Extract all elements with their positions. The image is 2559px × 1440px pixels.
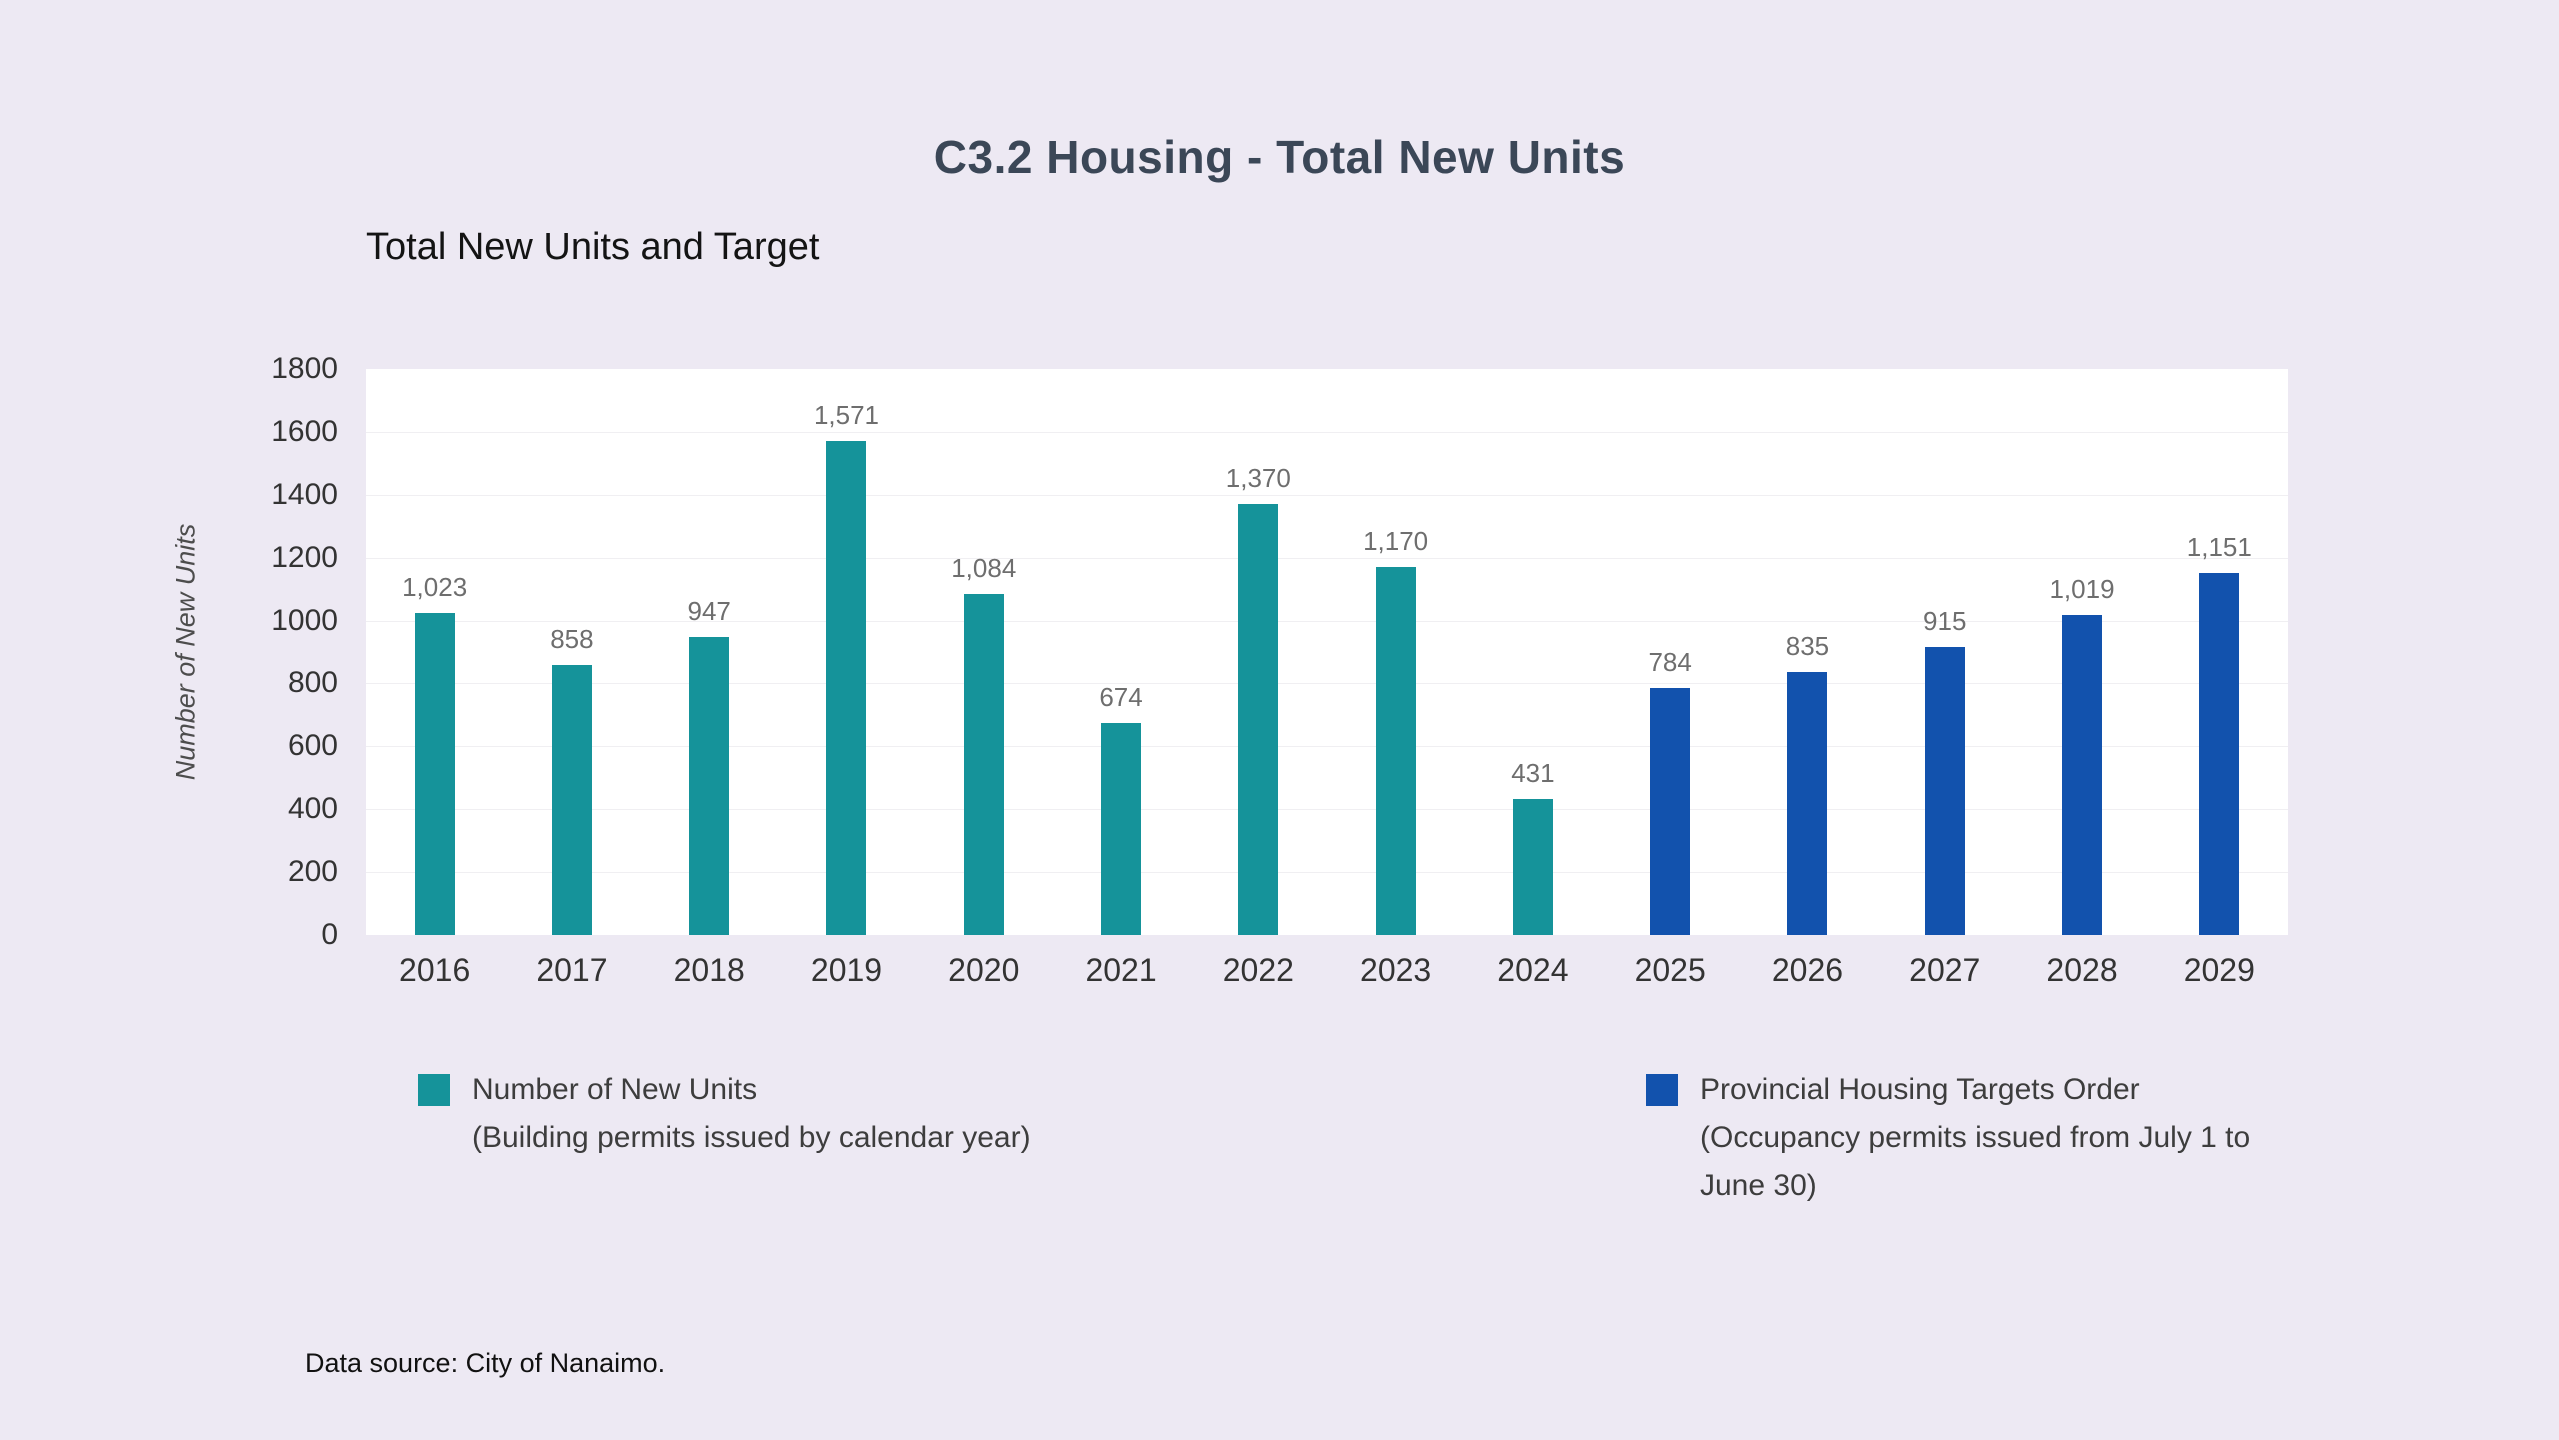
x-axis-tick-labels: 2016 2017 2018 2019 2020 2021 2022 2023 2024 2025… [366,952,2288,989]
legend-swatch-housing-targets [1646,1074,1678,1106]
y-tick-label: 1200 [271,540,338,574]
legend-label: Provincial Housing Targets Order [1700,1073,2140,1106]
bar-2028[interactable] [2062,614,2103,935]
gridline [366,494,2288,496]
bars-container: 1,023 858 947 1,571 1,084 674 1,370 1,170 431 784… [366,369,2288,935]
category-slot: 1,084 [915,369,1052,935]
gridline [366,620,2288,622]
y-tick-label: 1400 [271,477,338,511]
category-slot: 1,370 [1190,369,1327,935]
gridline [366,872,2288,874]
bar-value-label: 784 [1648,647,1692,678]
category-slot: 1,151 [2151,369,2288,935]
bar-2020[interactable] [963,594,1004,935]
x-tick-label: 2017 [536,952,608,988]
x-tick-label: 2027 [1909,952,1981,988]
category-slot: 835 [1739,369,1876,935]
bar-value-label: 1,084 [951,553,1017,584]
y-tick-label: 200 [287,855,338,889]
bar-value-label: 1,023 [402,572,468,603]
legend-sublabel: (Occupancy permits issued from July 1 to… [1700,1121,2251,1202]
y-tick-label: 1800 [271,352,338,385]
y-tick-label: 0 [321,918,338,951]
bar-value-label: 1,370 [1225,463,1291,494]
bar-2019[interactable] [826,441,867,935]
legend-item-housing-targets[interactable]: Provincial Housing Targets Order (Occupa… [1646,1066,2300,1210]
x-tick-label: 2020 [948,952,1020,988]
bar-2025[interactable] [1650,688,1691,935]
bar-value-label: 1,019 [2049,573,2115,604]
category-slot: 1,571 [778,369,915,935]
x-tick-label: 2024 [1497,952,1569,988]
bar-value-label: 1,571 [813,400,880,431]
bar-value-label: 431 [1511,758,1555,789]
category-slot: 674 [1052,369,1189,935]
bar-2017[interactable] [551,665,592,935]
x-tick-label: 2025 [1634,952,1706,988]
bar-2022[interactable] [1238,504,1279,935]
bar-value-label: 858 [550,624,594,655]
bar-2024[interactable] [1512,799,1553,935]
category-slot: 915 [1876,369,2013,935]
y-tick-label: 400 [287,792,338,826]
y-axis-tick-labels: 0 200 400 600 800 1000 1200 1400 1600 1800 [118,352,338,951]
y-tick-label: 1600 [271,414,338,448]
gridline [366,557,2288,559]
category-slot: 1,023 [366,369,503,935]
category-slot: 784 [1602,369,1739,935]
gridline [366,431,2288,433]
y-tick-label: 800 [287,666,338,700]
legend-swatch-new-units [418,1074,450,1106]
bar-value-label: 947 [687,596,731,627]
bar-2027[interactable] [1924,647,1965,935]
category-slot: 947 [641,369,778,935]
bar-value-label: 1,151 [2186,532,2252,563]
x-tick-label: 2023 [1360,952,1432,988]
x-tick-label: 2016 [399,952,471,988]
y-tick-label: 1000 [271,603,338,637]
x-tick-label: 2021 [1085,952,1157,988]
x-tick-label: 2026 [1771,952,1844,988]
bar-2026[interactable] [1787,672,1828,935]
category-slot: 431 [1464,369,1601,935]
y-tick-label: 600 [287,729,338,763]
x-tick-label: 2029 [2183,952,2255,988]
gridline [366,809,2288,811]
data-source-note: Data source: City of Nanaimo. [305,1348,666,1378]
plot-area: 1,023 858 947 1,571 1,084 674 1,370 1,170 431 784… [366,369,2288,935]
page-title: C3.2 Housing - Total New Units [933,131,1626,183]
bar-2018[interactable] [689,637,730,935]
category-slot: 858 [503,369,640,935]
x-tick-label: 2018 [673,952,745,988]
bar-2016[interactable] [414,613,455,935]
gridline [366,683,2288,685]
x-tick-label: 2028 [2046,952,2118,988]
x-tick-label: 2022 [1222,952,1294,988]
legend-sublabel: (Building permits issued by calendar yea… [472,1121,1031,1154]
category-slot: 1,019 [2013,369,2150,935]
bar-value-label: 1,170 [1363,526,1429,557]
legend-item-new-units[interactable]: Number of New Units (Building permits is… [418,1066,1031,1162]
bar-2021[interactable] [1101,723,1142,935]
category-slot: 1,170 [1327,369,1464,935]
gridline [366,746,2288,748]
bar-2029[interactable] [2199,573,2240,935]
bar-2023[interactable] [1375,567,1416,935]
bar-value-label: 674 [1099,682,1143,713]
chart-subtitle: Total New Units and Target [366,226,820,268]
bar-value-label: 835 [1785,631,1830,662]
legend-label: Number of New Units [472,1073,758,1106]
x-tick-label: 2019 [810,952,883,988]
bar-value-label: 915 [1923,606,1967,637]
